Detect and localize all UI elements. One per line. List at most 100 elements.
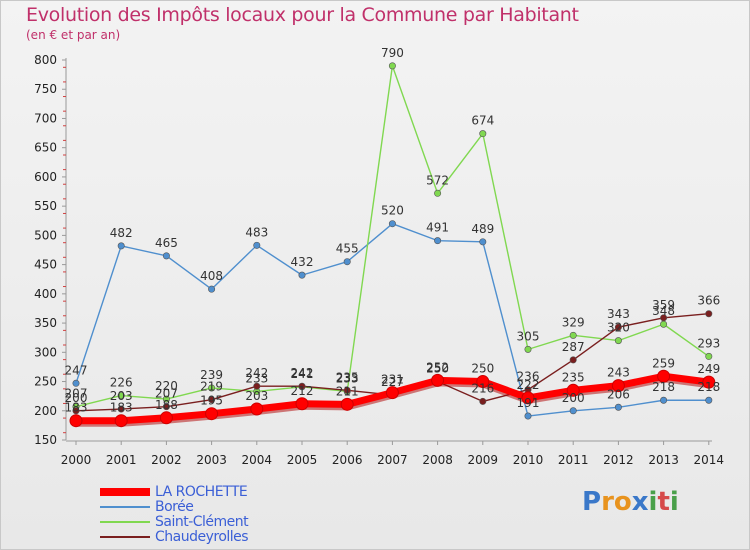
legend-label: Saint-Clément	[155, 514, 249, 530]
data-label: 259	[652, 356, 675, 370]
y-tick-label: 250	[34, 375, 57, 389]
data-point	[614, 403, 622, 411]
data-point	[72, 407, 80, 415]
data-point	[343, 386, 351, 394]
data-label: 242	[245, 366, 268, 380]
data-point	[340, 397, 354, 411]
data-label: 320	[607, 321, 630, 335]
data-label: 465	[155, 236, 178, 250]
data-point	[614, 323, 622, 331]
data-label: 219	[200, 380, 223, 394]
logo-letter: o	[613, 487, 632, 517]
data-point	[434, 237, 442, 245]
data-point	[114, 414, 128, 428]
data-label: 343	[607, 307, 630, 321]
x-tick-label: 2003	[196, 453, 227, 467]
logo-letter: i	[648, 487, 658, 517]
logo-letter: r	[601, 487, 614, 517]
y-tick-label: 750	[34, 82, 57, 96]
data-point	[162, 403, 170, 411]
x-tick-label: 2001	[106, 453, 137, 467]
data-label: 489	[471, 222, 494, 236]
data-label: 455	[336, 242, 359, 256]
y-tick-label: 700	[34, 111, 57, 125]
logo-letter: P	[582, 487, 602, 517]
data-label: 227	[381, 375, 404, 389]
y-tick-label: 550	[34, 199, 57, 213]
data-label: 366	[697, 294, 720, 308]
data-point	[117, 392, 125, 400]
data-point	[705, 396, 713, 404]
x-tick-label: 2011	[558, 453, 589, 467]
data-label: 220	[155, 379, 178, 393]
data-label: 211	[336, 384, 359, 398]
data-label: 235	[562, 370, 585, 384]
data-point	[388, 62, 396, 70]
data-label: 191	[517, 396, 540, 410]
data-point	[205, 407, 219, 421]
data-label: 216	[471, 381, 494, 395]
data-point	[253, 241, 261, 249]
data-point	[208, 384, 216, 392]
data-label: 483	[245, 225, 268, 239]
data-label: 482	[110, 226, 133, 240]
data-point	[431, 373, 445, 387]
chart-title: Evolution des Impôts locaux pour la Comm…	[26, 4, 579, 26]
data-point	[69, 414, 83, 428]
x-tick-label: 2007	[377, 453, 408, 467]
x-tick-label: 2013	[648, 453, 679, 467]
data-point	[253, 382, 261, 390]
data-label: 183	[65, 401, 88, 415]
data-point	[521, 391, 535, 405]
y-tick-label: 200	[34, 404, 57, 418]
data-point	[705, 310, 713, 318]
x-tick-label: 2010	[513, 453, 544, 467]
data-label: 200	[65, 391, 88, 405]
y-tick-label: 600	[34, 170, 57, 184]
proxiti-logo: Proxiti	[582, 487, 679, 517]
data-label: 195	[200, 394, 223, 408]
data-label: 226	[110, 376, 133, 390]
logo-letter: x	[631, 487, 649, 517]
data-point	[569, 356, 577, 364]
data-label: 233	[336, 371, 359, 385]
data-point	[298, 382, 306, 390]
data-label: 206	[607, 387, 630, 401]
data-point	[479, 238, 487, 246]
data-point	[162, 252, 170, 260]
legend-label: Borée	[155, 499, 194, 515]
data-point	[72, 379, 80, 387]
data-point	[660, 320, 668, 328]
data-point	[660, 396, 668, 404]
data-point	[208, 396, 216, 404]
data-point	[524, 345, 532, 353]
x-tick-label: 2009	[468, 453, 499, 467]
x-tick-label: 2014	[694, 453, 725, 467]
data-label: 203	[110, 389, 133, 403]
data-point	[298, 271, 306, 279]
x-tick-label: 2002	[151, 453, 182, 467]
data-point	[524, 412, 532, 420]
data-point	[566, 383, 580, 397]
data-point	[117, 242, 125, 250]
data-label: 247	[65, 363, 88, 377]
data-label: 252	[426, 360, 449, 374]
x-tick-label: 2012	[603, 453, 634, 467]
data-point	[479, 130, 487, 138]
legend-label: Chaudeyrolles	[155, 529, 249, 545]
legend-swatch	[100, 536, 150, 538]
data-point	[611, 379, 625, 393]
axes: 150 200 250 300 350 400 450 500 550 600 650 700 750 8…	[34, 53, 724, 467]
data-label: 520	[381, 204, 404, 218]
y-tick-label: 150	[34, 433, 57, 447]
y-tick-label: 800	[34, 53, 57, 67]
data-label: 790	[381, 46, 404, 60]
legend-swatch	[100, 521, 150, 523]
data-label: 236	[517, 370, 540, 384]
data-label: 241	[291, 367, 314, 381]
data-label: 239	[200, 368, 223, 382]
data-label: 222	[517, 378, 540, 392]
data-point	[479, 397, 487, 405]
data-label: 305	[517, 329, 540, 343]
